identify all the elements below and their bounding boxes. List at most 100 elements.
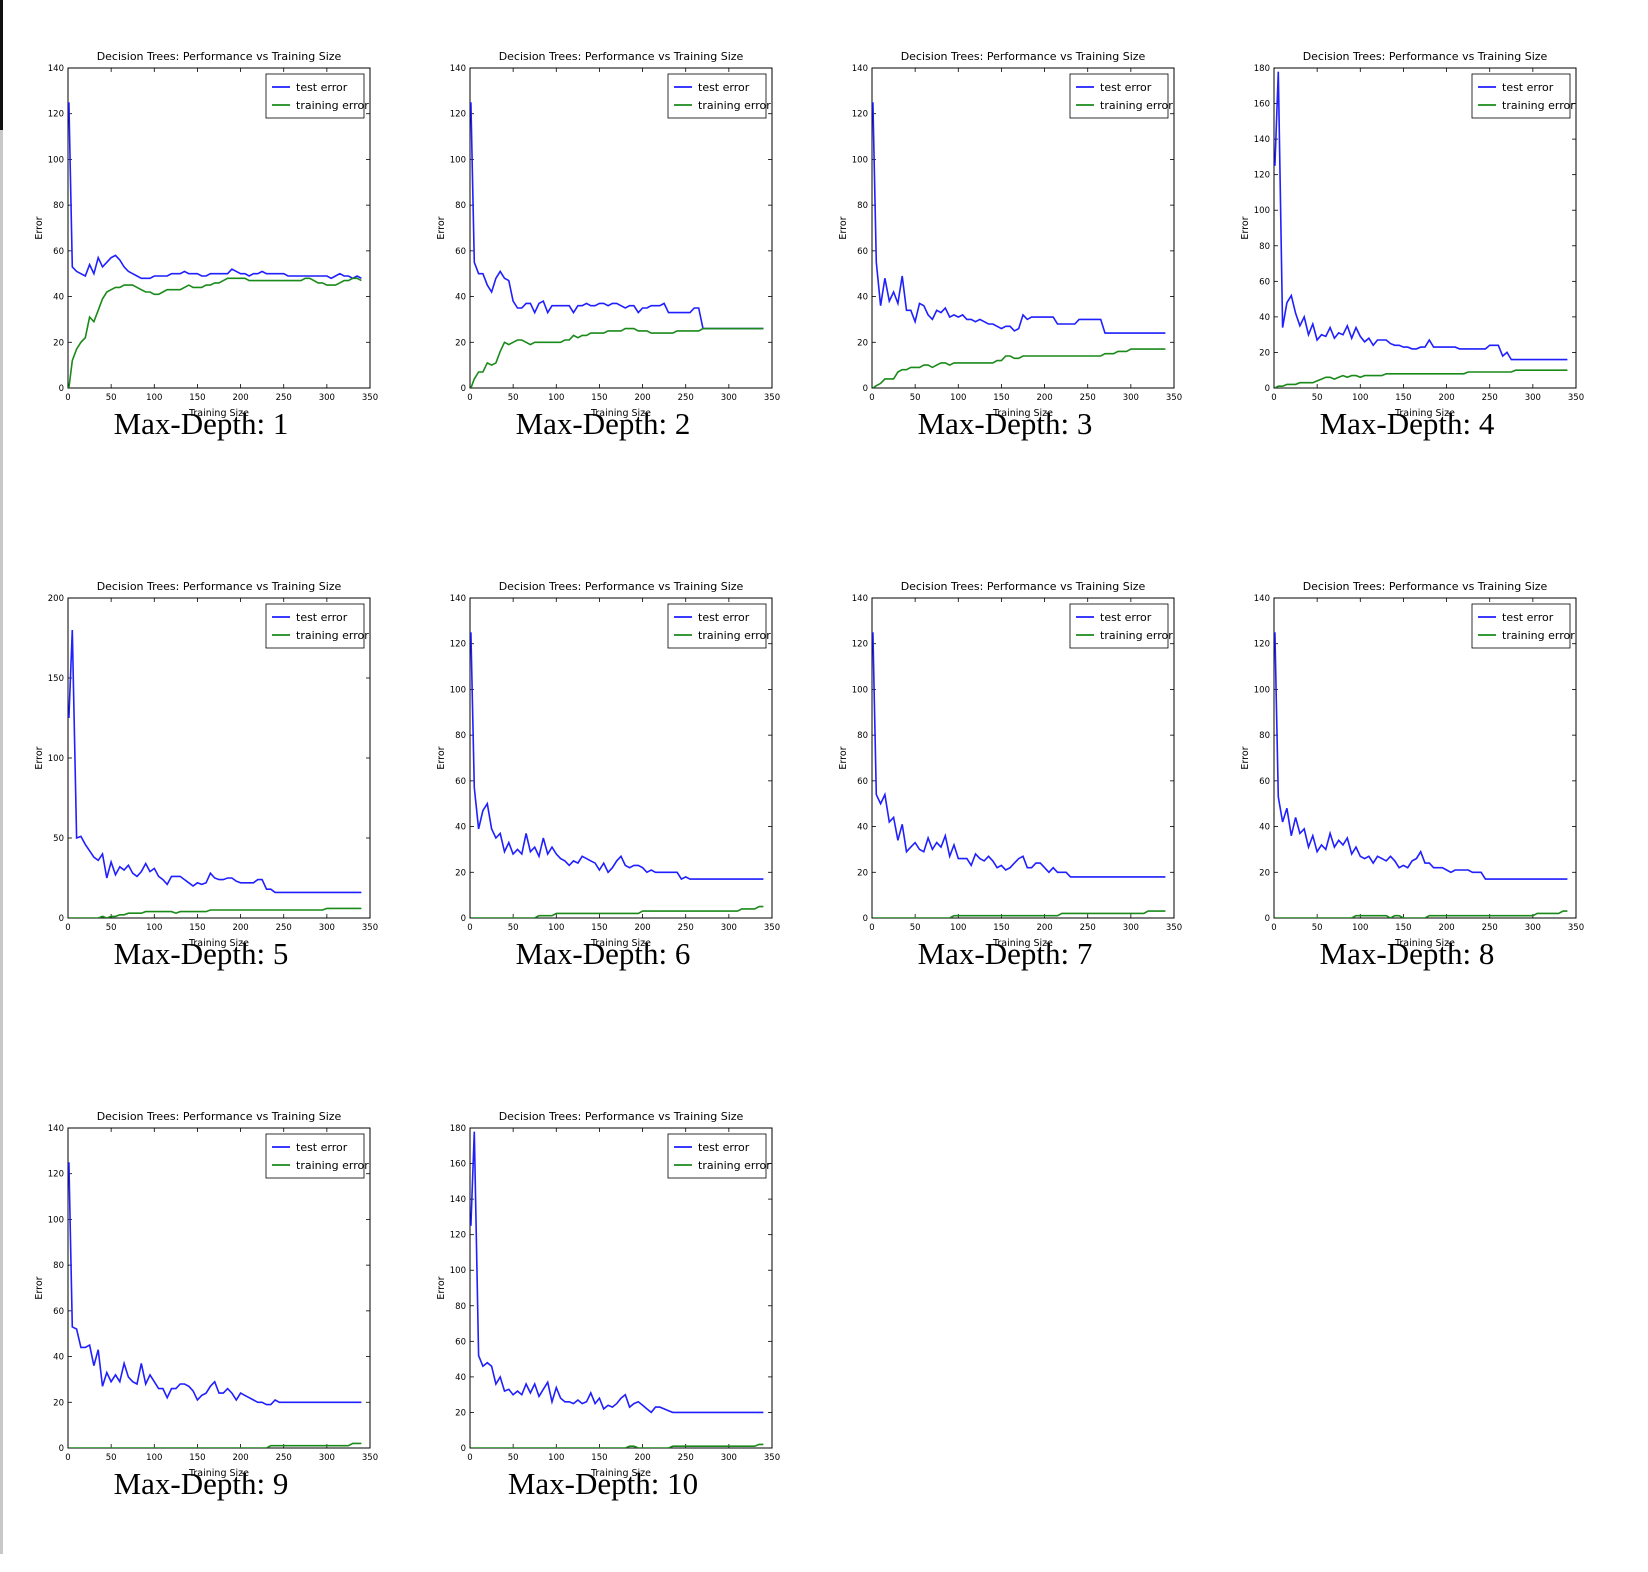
y-tick-label: 0	[1265, 384, 1270, 394]
y-tick-label: 80	[53, 1261, 64, 1271]
y-tick-label: 20	[455, 1408, 466, 1418]
x-tick-label: 50	[910, 923, 921, 933]
x-tick-label: 250	[1482, 393, 1498, 403]
x-tick-label: 300	[1525, 923, 1541, 933]
y-tick-label: 80	[857, 201, 868, 211]
y-tick-label: 80	[455, 1302, 466, 1312]
chart-caption: Max-Depth: 8	[1319, 936, 1495, 971]
x-tick-label: 350	[362, 923, 378, 933]
training-error-line	[470, 1443, 764, 1448]
chart-panel: Decision Trees: Performance vs Training …	[1206, 0, 1608, 512]
y-tick-label: 140	[852, 64, 868, 74]
chart-svg: Decision Trees: Performance vs Training …	[34, 1110, 378, 1479]
training-error-line	[68, 1442, 362, 1448]
y-tick-label: 60	[857, 247, 868, 257]
y-tick-label: 0	[461, 384, 466, 394]
y-tick-label: 40	[455, 823, 466, 833]
x-tick-label: 300	[721, 1453, 737, 1463]
y-axis-label: Error	[838, 216, 849, 239]
y-axis-label: Error	[838, 746, 849, 769]
test-error-line	[470, 632, 764, 881]
x-axis-label: Training Size	[992, 408, 1053, 419]
chart-svg: Decision Trees: Performance vs Training …	[838, 50, 1182, 419]
legend-box	[265, 73, 365, 119]
y-axis-label: Error	[34, 746, 45, 769]
test-error-line	[68, 102, 362, 280]
test-error-line	[1274, 632, 1568, 880]
x-tick-label: 0	[869, 923, 874, 933]
y-tick-label: 180	[1254, 64, 1270, 74]
x-tick-label: 50	[106, 923, 117, 933]
training-error-line	[872, 348, 1166, 388]
y-tick-label: 100	[48, 754, 64, 764]
chart-panel: Decision Trees: Performance vs Training …	[0, 1060, 402, 1572]
chart-svg: Decision Trees: Performance vs Training …	[436, 50, 780, 419]
legend: test error training error	[1471, 73, 1575, 119]
plot-frame	[67, 67, 371, 389]
y-axis-label: Error	[1240, 216, 1251, 239]
legend: test error training error	[265, 1133, 369, 1179]
y-tick-label: 100	[48, 155, 64, 165]
x-tick-label: 150	[1395, 923, 1411, 933]
y-tick-label: 160	[1254, 100, 1270, 110]
x-axis-label: Training Size	[590, 408, 651, 419]
y-tick-label: 100	[48, 1215, 64, 1225]
chart-title: Decision Trees: Performance vs Training …	[499, 50, 744, 63]
x-tick-label: 200	[232, 393, 248, 403]
y-tick-label: 0	[59, 384, 64, 394]
legend-label-training: training error	[296, 99, 369, 112]
legend-label-training: training error	[1100, 99, 1173, 112]
x-tick-label: 200	[232, 1453, 248, 1463]
x-tick-label: 200	[1438, 393, 1454, 403]
x-tick-label: 0	[1271, 393, 1276, 403]
chart-caption: Max-Depth: 1	[113, 406, 289, 441]
chart-panel: Decision Trees: Performance vs Training …	[804, 530, 1206, 1042]
test-error-line	[872, 632, 1166, 878]
x-tick-label: 150	[591, 1453, 607, 1463]
y-tick-label: 0	[59, 914, 64, 924]
legend: test error training error	[1069, 603, 1173, 649]
x-tick-label: 200	[1036, 393, 1052, 403]
legend: test error training error	[1069, 73, 1173, 119]
x-tick-label: 150	[591, 393, 607, 403]
chart-caption: Max-Depth: 2	[515, 406, 691, 441]
x-tick-label: 350	[1568, 393, 1584, 403]
y-tick-label: 100	[450, 685, 466, 695]
chart-svg: Decision Trees: Performance vs Training …	[1240, 50, 1584, 419]
chart-panel: Decision Trees: Performance vs Training …	[0, 0, 402, 512]
x-tick-label: 350	[362, 1453, 378, 1463]
x-tick-label: 150	[189, 393, 205, 403]
y-axis-label: Error	[436, 216, 447, 239]
x-tick-label: 200	[634, 923, 650, 933]
legend-label-training: training error	[296, 629, 369, 642]
y-axis-label: Error	[1240, 746, 1251, 769]
legend-box	[1069, 603, 1169, 649]
x-tick-label: 200	[232, 923, 248, 933]
x-axis-label: Training Size	[1394, 408, 1455, 419]
chart-panel: Decision Trees: Performance vs Training …	[1206, 530, 1608, 1042]
y-tick-label: 0	[863, 914, 868, 924]
y-tick-label: 100	[1254, 685, 1270, 695]
y-tick-label: 20	[53, 338, 64, 348]
legend-label-test: test error	[698, 611, 750, 624]
plot-frame	[871, 597, 1175, 919]
chart-title: Decision Trees: Performance vs Training …	[1303, 50, 1548, 63]
y-tick-label: 120	[48, 1170, 64, 1180]
x-tick-label: 0	[467, 1453, 472, 1463]
chart-title: Decision Trees: Performance vs Training …	[499, 580, 744, 593]
chart-caption: Max-Depth: 7	[917, 936, 1093, 971]
y-tick-label: 80	[455, 731, 466, 741]
y-tick-label: 120	[1254, 171, 1270, 181]
legend-label-training: training error	[698, 629, 771, 642]
training-error-line	[1274, 369, 1568, 388]
x-tick-label: 150	[189, 923, 205, 933]
x-tick-label: 200	[1036, 923, 1052, 933]
x-tick-label: 250	[678, 923, 694, 933]
x-tick-label: 50	[910, 393, 921, 403]
x-tick-label: 150	[993, 393, 1009, 403]
chart-caption: Max-Depth: 6	[515, 936, 691, 971]
x-tick-label: 250	[276, 393, 292, 403]
y-tick-label: 120	[450, 640, 466, 650]
window-left-edge	[0, 0, 3, 1554]
